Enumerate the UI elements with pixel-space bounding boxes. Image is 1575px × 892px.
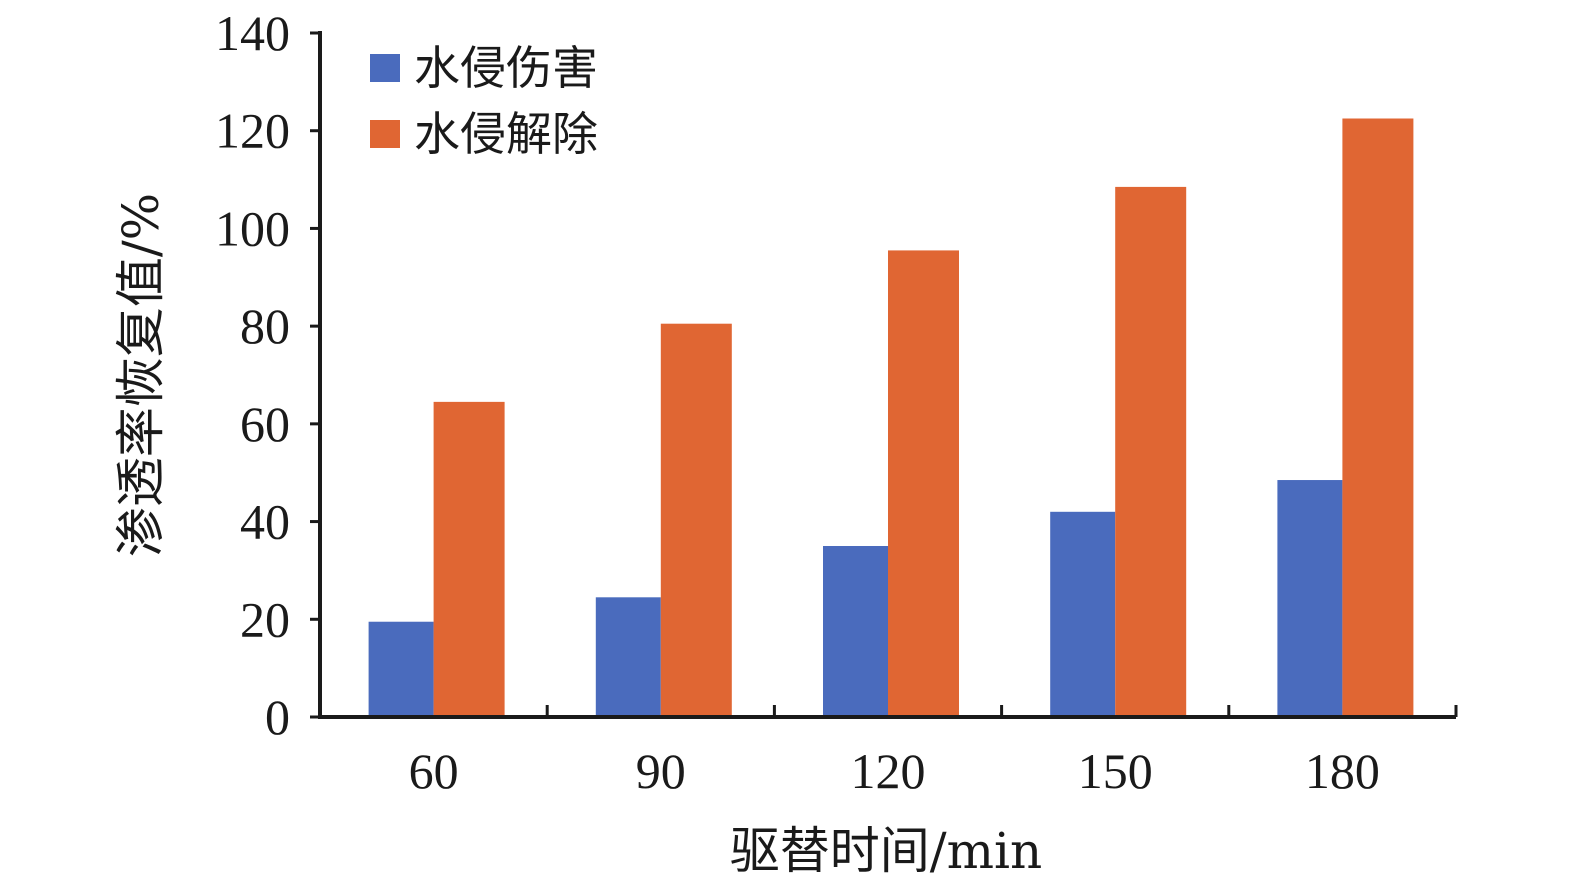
x-tick-label: 60 — [409, 743, 459, 799]
x-tick-label: 90 — [636, 743, 686, 799]
y-tick-label: 120 — [215, 103, 290, 159]
bar-damage-150 — [1050, 511, 1116, 717]
bar-release-150 — [1115, 186, 1187, 717]
bar-release-90 — [660, 323, 732, 717]
y-tick-label: 0 — [265, 689, 290, 745]
y-axis-title: 渗透率恢复值/% — [112, 193, 170, 557]
bars-group — [368, 118, 1414, 717]
bar-damage-180 — [1277, 480, 1343, 717]
y-ticks-group: 0 20 40 60 80 100 120 140 — [215, 5, 320, 745]
bar-damage-120 — [823, 546, 888, 717]
bar-release-60 — [433, 401, 505, 717]
x-ticks-group: 60 90 120 150 180 — [318, 705, 1458, 799]
bar-release-180 — [1342, 118, 1414, 717]
y-tick-label: 100 — [215, 200, 290, 256]
x-tick-label: 150 — [1078, 743, 1153, 799]
y-tick-label: 40 — [240, 494, 290, 550]
y-tick-label: 140 — [215, 5, 290, 61]
legend-label: 水侵解除 — [414, 107, 598, 161]
x-tick-label: 120 — [851, 743, 926, 799]
legend-label: 水侵伤害 — [414, 41, 598, 95]
bar-damage-60 — [368, 621, 434, 717]
y-tick-label: 20 — [240, 591, 290, 647]
y-tick-label: 80 — [240, 298, 290, 354]
axes-group — [318, 31, 1456, 719]
bar-damage-90 — [595, 597, 661, 717]
x-axis-title: 驱替时间/min — [730, 822, 1042, 880]
legend-swatch — [370, 120, 400, 148]
x-tick-label: 180 — [1305, 743, 1380, 799]
y-tick-label: 60 — [240, 396, 290, 452]
legend-swatch — [370, 54, 400, 82]
bar-release-120 — [888, 250, 959, 717]
